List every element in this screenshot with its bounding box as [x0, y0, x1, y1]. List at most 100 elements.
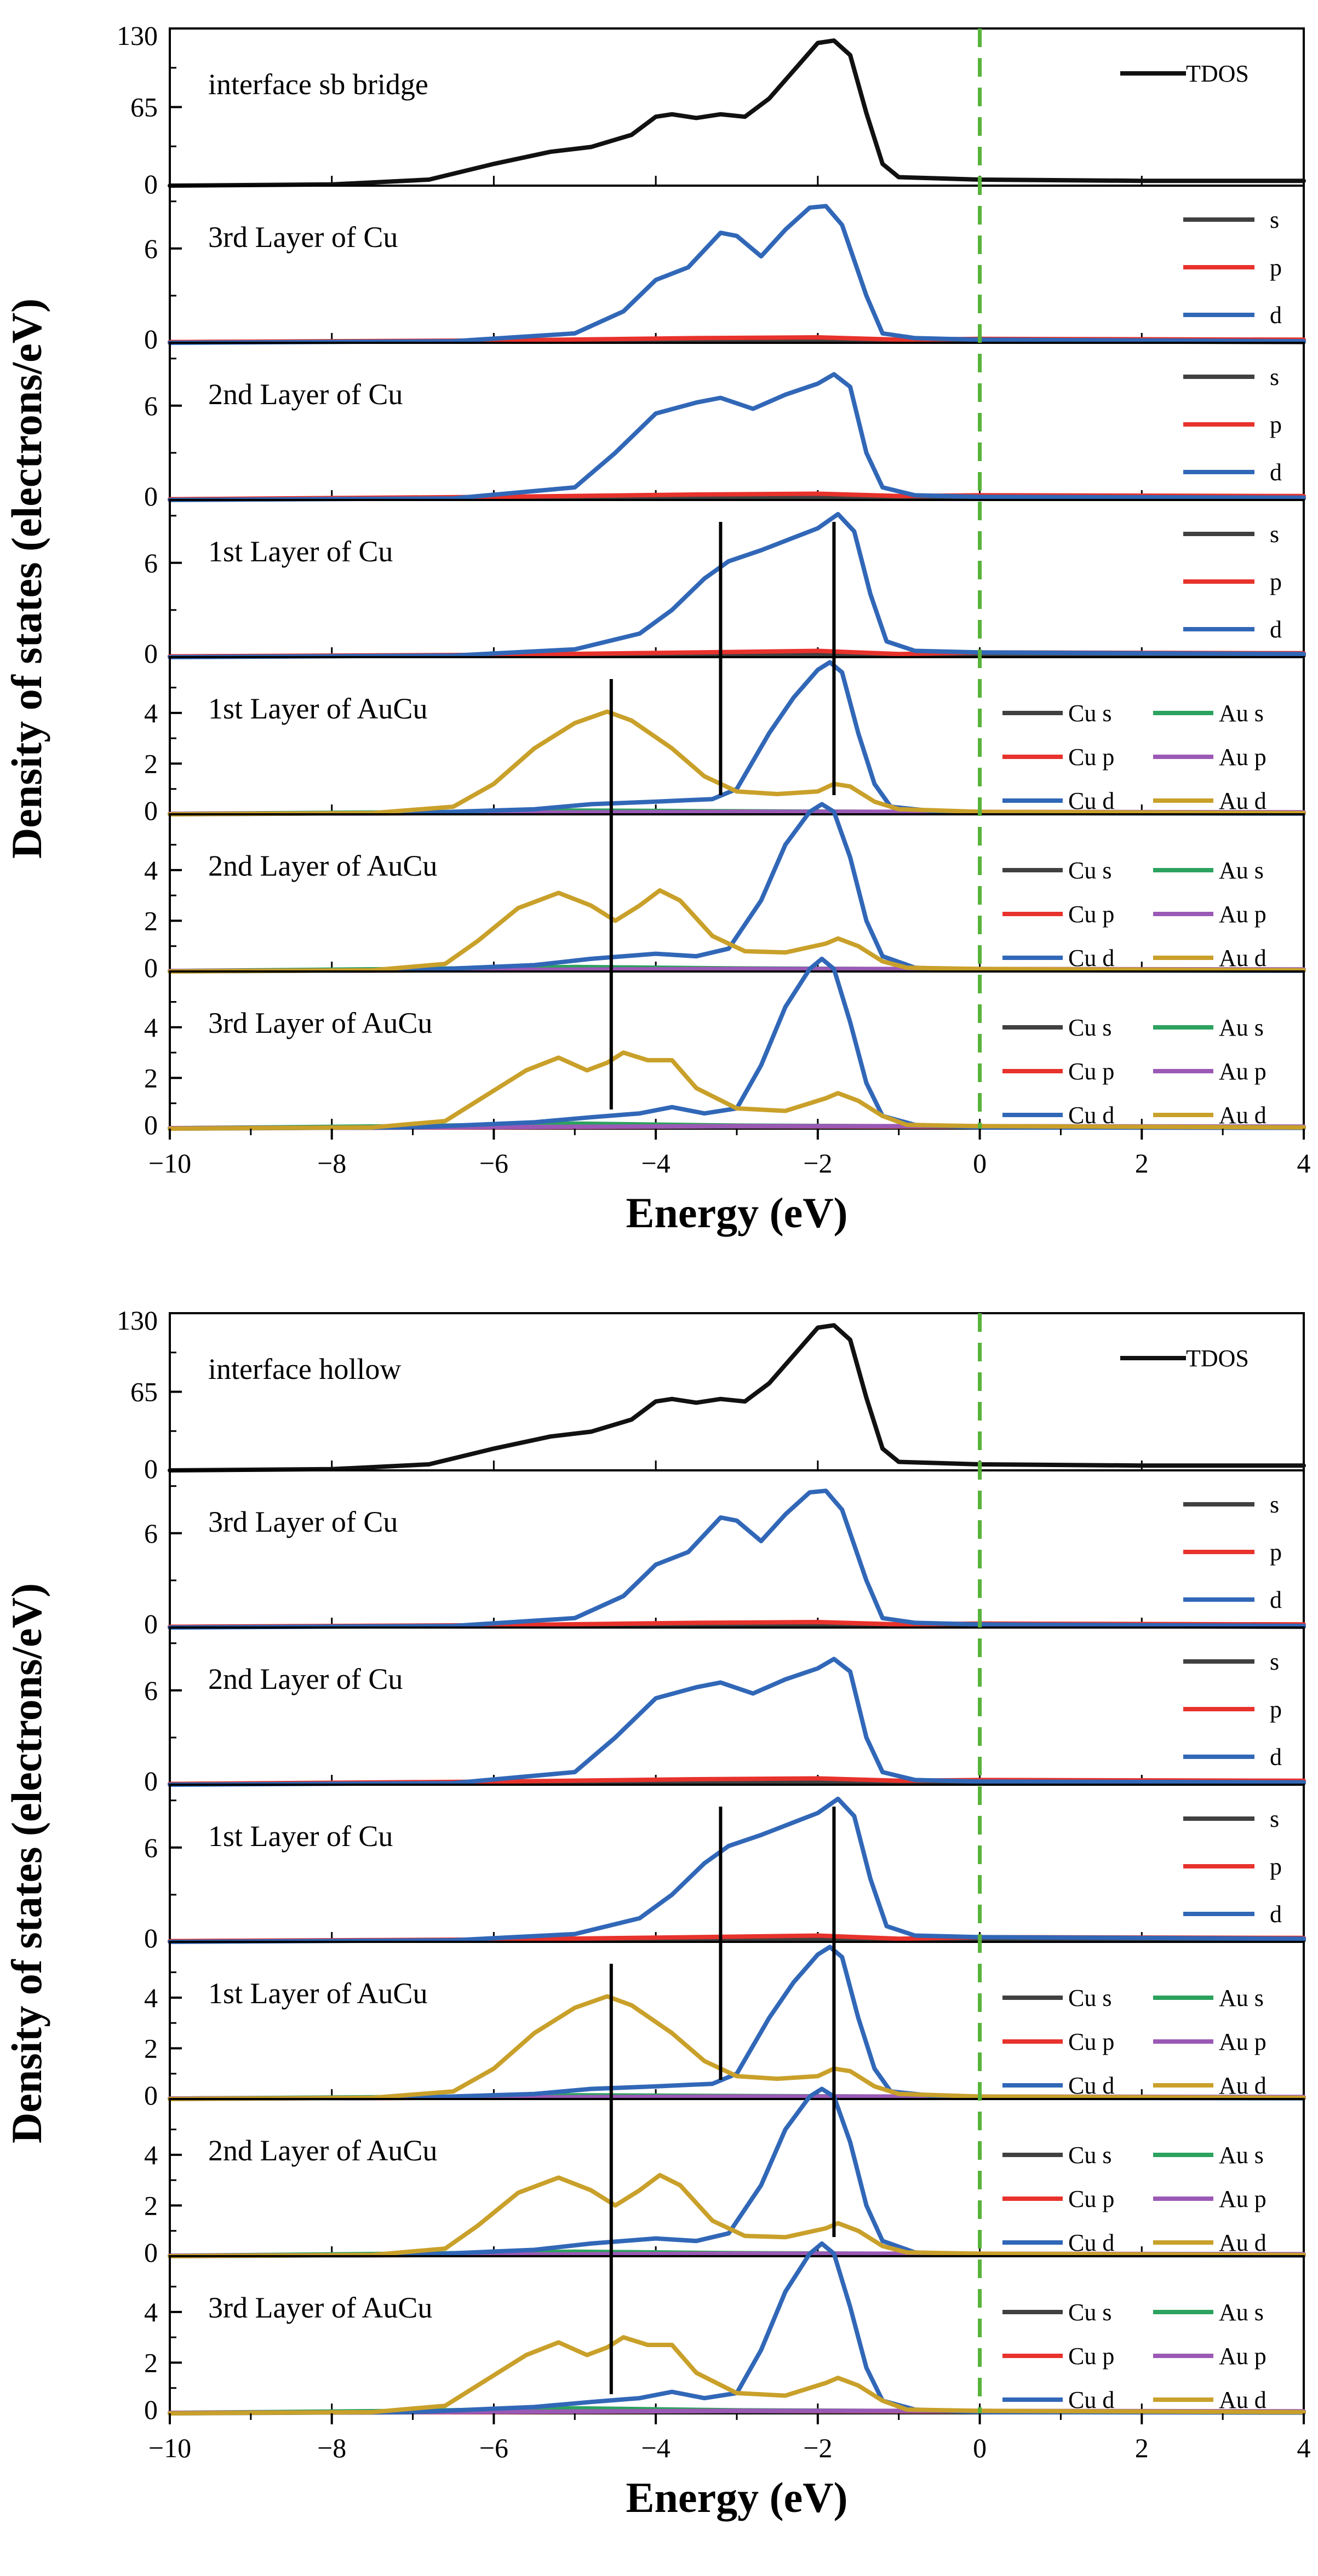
y-tick-label: 4: [144, 698, 158, 728]
y-tick-label: 0: [144, 952, 158, 983]
y-tick-label: 0: [144, 324, 158, 354]
y-axis-title: Density of states (electrons/eV): [3, 298, 50, 859]
y-tick-label: 0: [144, 1766, 158, 1796]
y-tick-label: 4: [144, 2140, 158, 2170]
panel-interface-sb-bridge: 0 65 130 interface sb bridge TDOS: [117, 20, 1306, 199]
legend-label-au-s: Au s: [1219, 1014, 1264, 1041]
x-tick-label: −2: [803, 1148, 832, 1178]
y-tick-label: 4: [144, 1012, 158, 1043]
legend-label-au-p: Au p: [1219, 2343, 1267, 2370]
figure-interface-sb-bridge: 0 65 130 interface sb bridge TDOS 0 6 3rd Layer…: [3, 20, 1311, 1237]
legend-label-cu-d: Cu d: [1068, 2072, 1114, 2099]
y-tick-label: 0: [144, 1453, 158, 1484]
legend-label-au-p: Au p: [1219, 744, 1267, 771]
series-au-d-line: [168, 2172, 1306, 2258]
y-tick-label: 2: [144, 1062, 158, 1093]
panel-title: 2nd Layer of AuCu: [208, 849, 437, 882]
legend-label-au-d: Au d: [1219, 1102, 1267, 1129]
series-au-d-line: [168, 1994, 1306, 2101]
x-tick-label: −6: [479, 2433, 508, 2463]
x-tick-label: −2: [803, 2433, 832, 2463]
x-tick-label: 2: [1135, 2433, 1149, 2463]
x-tick-label: −8: [317, 1148, 346, 1178]
panel-3rd-layer-of-aucu: 0 2 4 3rd Layer of AuCu Cu s Au s Cu p Au p Cu d…: [144, 956, 1306, 1140]
legend-label-cu-p: Cu p: [1068, 1058, 1114, 1085]
panel-3rd-layer-of-aucu: 0 2 4 3rd Layer of AuCu Cu s Au s Cu p Au p Cu d…: [144, 2241, 1306, 2425]
panel-title: 2nd Layer of AuCu: [208, 2134, 437, 2167]
panel-title: 1st Layer of Cu: [208, 535, 393, 568]
legend-label-p: p: [1270, 1539, 1282, 1566]
legend-label-cu-p: Cu p: [1068, 901, 1114, 928]
y-tick-label: 0: [144, 2237, 158, 2268]
y-tick-label: 130: [117, 20, 158, 51]
y-tick-label: 0: [144, 638, 158, 669]
y-tick-label: 2: [144, 2347, 158, 2378]
legend-label-cu-d: Cu d: [1068, 787, 1114, 814]
panel-title: 1st Layer of AuCu: [208, 1977, 427, 2010]
panel-2nd-layer-of-cu: 0 6 2nd Layer of Cu spd: [144, 342, 1306, 511]
series-au-d-line: [168, 1050, 1306, 1131]
panel-title: interface hollow: [208, 1353, 401, 1385]
series-d-line: [168, 511, 1306, 659]
legend-label-au-s: Au s: [1219, 1985, 1264, 2011]
x-tick-label: −10: [148, 1148, 191, 1178]
legend-label-au-d: Au d: [1219, 2387, 1267, 2413]
panel-1st-layer-of-aucu: 0 2 4 1st Layer of AuCu Cu s Au s Cu p Au p Cu d…: [144, 1941, 1306, 2111]
y-tick-label: 2: [144, 905, 158, 936]
legend-label-cu-d: Cu d: [1068, 2229, 1114, 2256]
legend-label-cu-s: Cu s: [1068, 2142, 1111, 2169]
panel-title: 2nd Layer of Cu: [208, 378, 403, 411]
legend-label-au-d: Au d: [1219, 787, 1267, 814]
legend-label-p: p: [1270, 254, 1282, 281]
y-tick-label: 0: [144, 2394, 158, 2425]
panel-title: 3rd Layer of AuCu: [208, 2291, 432, 2324]
legend-label-cu-p: Cu p: [1068, 2343, 1114, 2370]
panel-interface-hollow: 0 65 130 interface hollow TDOS: [117, 1305, 1306, 1484]
legend-label-s: s: [1270, 206, 1279, 233]
series-d-line: [168, 1488, 1306, 1630]
legend-label-au-s: Au s: [1219, 857, 1264, 884]
x-tick-label: −8: [317, 2433, 346, 2463]
y-tick-label: 0: [144, 1109, 158, 1140]
panel-title: 2nd Layer of Cu: [208, 1663, 403, 1695]
legend-label-cu-d: Cu d: [1068, 2387, 1114, 2413]
legend-label-au-d: Au d: [1219, 2072, 1267, 2099]
legend-label-cu-d: Cu d: [1068, 945, 1114, 971]
series-d-line: [168, 1796, 1306, 1944]
series-au-d-line: [168, 2335, 1306, 2416]
legend-label-d: d: [1270, 1901, 1282, 1928]
x-axis-title: Energy (eV): [626, 2474, 847, 2521]
legend-label-au-d: Au d: [1219, 2229, 1267, 2256]
x-axis-title: Energy (eV): [626, 1189, 847, 1237]
y-tick-label: 6: [144, 1518, 158, 1549]
series-d-line: [168, 204, 1306, 345]
x-tick-label: 2: [1135, 1148, 1149, 1178]
panel-title: interface sb bridge: [208, 68, 428, 101]
x-tick-label: 4: [1297, 2433, 1311, 2463]
panel-title: 1st Layer of Cu: [208, 1820, 393, 1853]
x-tick-label: −4: [641, 2433, 671, 2463]
legend-label-cu-s: Cu s: [1068, 1014, 1111, 1041]
series-au-d-line: [168, 709, 1306, 817]
figure-interface-hollow: 0 65 130 interface hollow TDOS 0 6 3rd Layer of…: [3, 1305, 1311, 2521]
series-cu-d-line: [168, 802, 1306, 974]
y-tick-label: 2: [144, 748, 158, 779]
y-tick-label: 6: [144, 1832, 158, 1863]
x-tick-label: 0: [973, 2433, 987, 2463]
series-cu-d-line: [168, 2086, 1306, 2258]
x-tick-label: 4: [1297, 1148, 1311, 1178]
legend-label-p: p: [1270, 568, 1282, 595]
panel-title: 3rd Layer of Cu: [208, 221, 398, 254]
y-tick-label: 0: [144, 1923, 158, 1953]
y-tick-label: 0: [144, 481, 158, 511]
legend-label-p: p: [1270, 1853, 1282, 1880]
y-axis-title: Density of states (electrons/eV): [3, 1583, 50, 2143]
legend-label-p: p: [1270, 411, 1282, 438]
legend-label-au-p: Au p: [1219, 2028, 1267, 2055]
legend-label-tdos: TDOS: [1186, 60, 1249, 87]
legend-label-cu-s: Cu s: [1068, 700, 1111, 727]
y-tick-label: 0: [144, 795, 158, 826]
y-tick-label: 6: [144, 548, 158, 578]
y-tick-label: 65: [130, 92, 158, 123]
panel-title: 3rd Layer of AuCu: [208, 1007, 432, 1039]
